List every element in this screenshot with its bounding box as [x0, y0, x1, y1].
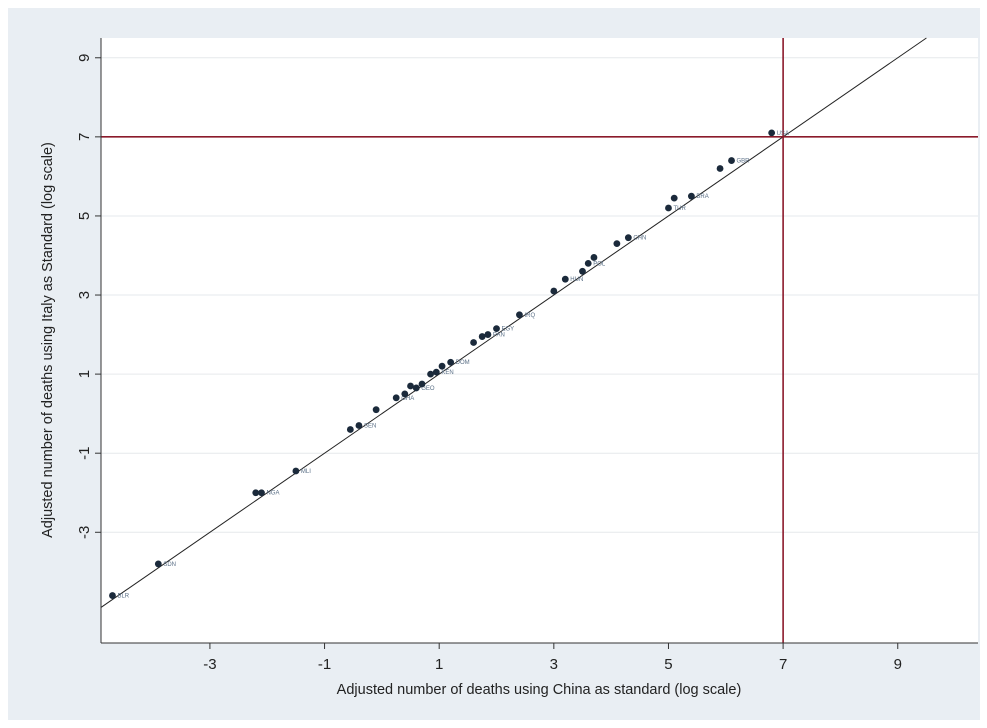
- data-point: [613, 240, 621, 248]
- data-point-label: CHN: [633, 236, 646, 242]
- data-point: [550, 287, 558, 295]
- data-point-label: DOM: [456, 360, 470, 366]
- data-point: [768, 129, 776, 137]
- data-point-label: SDN: [163, 562, 176, 568]
- data-point: [418, 380, 426, 388]
- data-point: [716, 165, 724, 172]
- data-point-label: GHA: [401, 396, 414, 402]
- y-tick-label: -1: [76, 447, 93, 460]
- data-point: [470, 339, 477, 346]
- identity-line: [100, 37, 927, 608]
- data-point: [493, 325, 500, 333]
- data-point: [355, 422, 363, 429]
- x-tick-label: -3: [203, 656, 216, 673]
- data-point-label: USA: [777, 131, 789, 137]
- data-point: [624, 234, 632, 242]
- data-point: [687, 192, 695, 200]
- axis-ticks: -3 -1 1 3 5 7 9 -3 -1 1 3 5 7 9: [76, 54, 902, 673]
- x-tick-label: 1: [435, 656, 443, 673]
- reference-lines: [100, 37, 978, 643]
- x-tick-label: 9: [894, 656, 902, 673]
- data-point-label: HUN: [570, 277, 583, 283]
- data-point-label: NGA: [266, 491, 279, 497]
- data-point: [584, 259, 592, 267]
- plot-area: [101, 38, 978, 643]
- y-tick-label: 7: [76, 133, 93, 141]
- data-point: [478, 333, 486, 340]
- data-point-label: EGY: [502, 327, 515, 333]
- data-point: [447, 358, 455, 366]
- data-point: [252, 489, 260, 497]
- data-point: [728, 157, 735, 164]
- data-point-label: BLR: [117, 594, 129, 600]
- x-tick-label: 7: [779, 656, 787, 673]
- data-point: [427, 370, 434, 378]
- data-point: [438, 362, 446, 370]
- data-point: [670, 194, 678, 202]
- data-point: [516, 311, 523, 319]
- y-tick-label: -3: [76, 526, 93, 539]
- y-axis-title: Adjusted number of deaths using Italy as…: [40, 142, 56, 538]
- x-tick-label: 5: [664, 656, 672, 673]
- data-point: [484, 331, 492, 338]
- data-point: [346, 426, 354, 433]
- data-point: [372, 406, 380, 414]
- data-point-label: TUR: [673, 206, 686, 212]
- y-tick-label: 9: [76, 54, 93, 62]
- y-tick-label: 3: [76, 291, 93, 299]
- x-axis-title: Adjusted number of deaths using China as…: [337, 682, 742, 698]
- x-tick-label: -1: [318, 656, 331, 673]
- data-point-label: KEN: [441, 370, 453, 376]
- data-point: [561, 275, 569, 283]
- y-tick-label: 1: [76, 370, 93, 378]
- scatter-chart: -3 -1 1 3 5 7 9 -3 -1 1 3 5 7 9 BLR SDN NGA MLI SEN GHA GEO…: [40, 37, 978, 698]
- data-point: [590, 254, 598, 261]
- data-point-label: GEO: [421, 386, 435, 392]
- data-point: [407, 382, 414, 390]
- data-point: [258, 489, 265, 497]
- data-point: [392, 394, 400, 402]
- chart-figure: -3 -1 1 3 5 7 9 -3 -1 1 3 5 7 9 BLR SDN NGA MLI SEN GHA GEO…: [8, 8, 980, 720]
- data-point-label: POL: [593, 261, 606, 267]
- y-tick-label: 5: [76, 212, 93, 220]
- data-point: [401, 390, 409, 398]
- data-point: [665, 204, 672, 212]
- data-point-label: IRQ: [524, 313, 535, 319]
- data-point-label: PAN: [493, 333, 505, 339]
- data-point-label: SEN: [364, 424, 376, 430]
- data-point-label: MLI: [301, 469, 311, 475]
- data-point: [432, 368, 440, 376]
- data-point-label: BRA: [696, 194, 708, 200]
- data-point-label: GBR: [737, 159, 751, 165]
- data-point: [292, 467, 300, 475]
- x-tick-label: 3: [550, 656, 558, 673]
- data-point: [109, 592, 116, 599]
- data-point: [154, 560, 162, 568]
- data-point: [412, 384, 420, 392]
- data-point: [579, 267, 586, 275]
